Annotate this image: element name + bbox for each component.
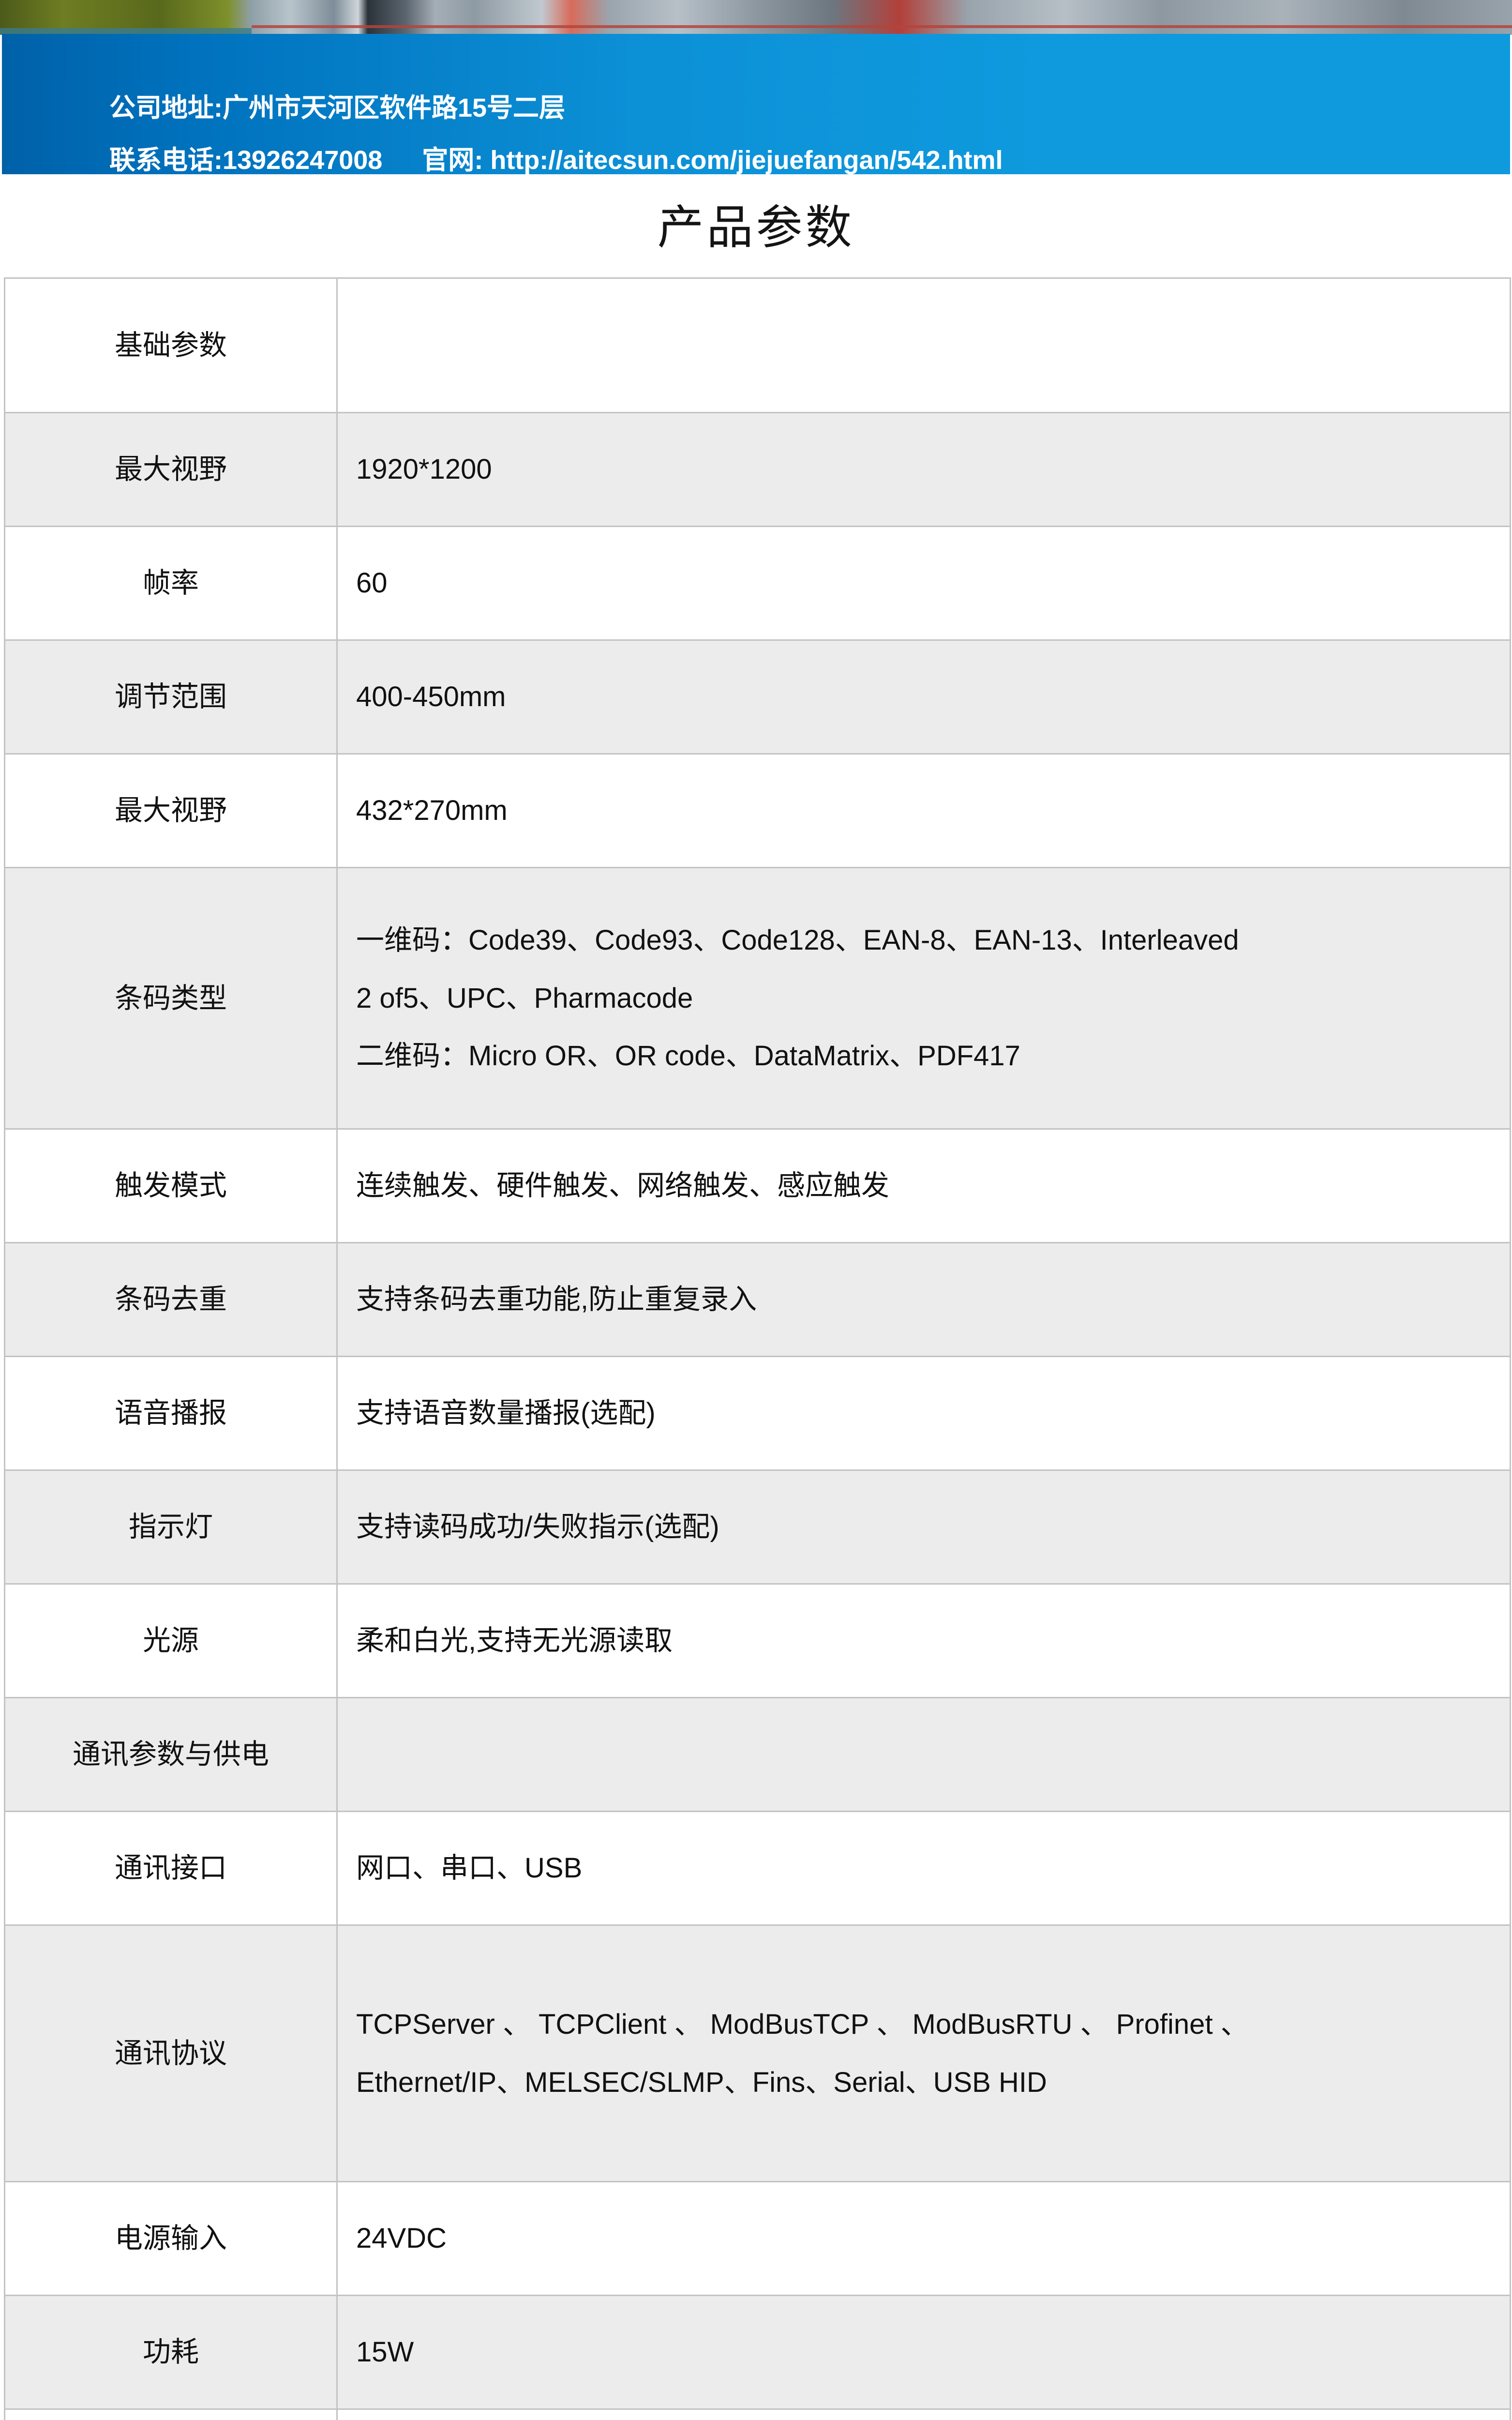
- official-site-link[interactable]: 官网: http://aitecsun.com/jiejuefangan/542…: [422, 146, 1003, 175]
- spec-label: 通讯协议: [4, 1924, 338, 2182]
- table-row: 调节范围 400-450mm: [4, 639, 1511, 755]
- spec-value: 24VDC: [336, 2181, 1511, 2296]
- banner-photo-strip: [0, 0, 1512, 35]
- spec-value: 432*270mm: [336, 753, 1511, 868]
- spec-value: 支持语音数量播报(选配): [336, 1356, 1511, 1471]
- spec-value: 连续触发、硬件触发、网络触发、感应触发: [336, 1128, 1511, 1243]
- spec-label: 电源输入: [4, 2181, 338, 2296]
- spec-label: 功耗: [4, 2295, 338, 2410]
- table-row: 指示灯 支持读码成功/失败指示(选配): [4, 1469, 1511, 1585]
- spec-value-line: 二维码：Micro OR、OR code、DataMatrix、PDF417: [356, 1040, 1020, 1072]
- spec-value: [336, 277, 1511, 413]
- table-row: 触发模式 连续触发、硬件触发、网络触发、感应触发: [4, 1128, 1511, 1243]
- table-row: 条码去重 支持条码去重功能,防止重复录入: [4, 1242, 1511, 1357]
- spec-value: 支持读码成功/失败指示(选配): [336, 1469, 1511, 1585]
- spec-label: 光源: [4, 1583, 338, 1698]
- contact-phone-and-site-line: 联系电话:13926247008 官网: http://aitecsun.com…: [109, 138, 1003, 177]
- spec-label: 通讯参数与供电: [4, 1697, 338, 1812]
- photo-rail-line: [252, 25, 1512, 28]
- spec-label: 通讯接口: [4, 1811, 338, 1926]
- spec-table-body: 基础参数 最大视野 1920*1200 帧率 60 调节范围 400-450mm…: [4, 277, 1511, 2420]
- spec-value-line: TCPServer 、 TCPClient 、 ModBusTCP 、 ModB…: [356, 2008, 1249, 2040]
- product-spec-table: 基础参数 最大视野 1920*1200 帧率 60 调节范围 400-450mm…: [4, 277, 1511, 2420]
- spec-label: 最大视野: [4, 412, 338, 527]
- table-row: 最大视野 1920*1200: [4, 412, 1511, 527]
- contact-banner: 公司地址:广州市天河区软件路15号二层 联系电话:13926247008 官网:…: [2, 34, 1510, 177]
- spec-label: 条码类型: [4, 867, 338, 1130]
- photo-grass-edge: [0, 28, 252, 35]
- spec-value-line: 一维码：Code39、Code93、Code128、EAN-8、EAN-13、I…: [356, 924, 1239, 956]
- spec-value: TCPServer 、 TCPClient 、 ModBusTCP 、 ModB…: [336, 1924, 1511, 2182]
- table-row: 功耗 15W: [4, 2295, 1511, 2410]
- spec-label: 触发模式: [4, 1128, 338, 1243]
- contact-phone: 联系电话:13926247008: [109, 146, 383, 175]
- spec-value: 60: [336, 526, 1511, 641]
- table-row: 光源 柔和白光,支持无光源读取: [4, 1583, 1511, 1698]
- company-address-line: 公司地址:广州市天河区软件路15号二层: [109, 93, 566, 122]
- table-row: 最大视野 432*270mm: [4, 753, 1511, 868]
- spec-value: 15W: [336, 2295, 1511, 2410]
- spec-value: 400-450mm: [336, 639, 1511, 755]
- spec-value: 一维码：Code39、Code93、Code128、EAN-8、EAN-13、I…: [336, 867, 1511, 1130]
- table-row: 基础参数: [4, 277, 1511, 413]
- table-row: 条码类型 一维码：Code39、Code93、Code128、EAN-8、EAN…: [4, 867, 1511, 1130]
- table-row: 帧率 60: [4, 526, 1511, 641]
- spec-label: 条码去重: [4, 1242, 338, 1357]
- spec-label: 基础参数: [4, 277, 338, 413]
- spec-value-line: Ethernet/IP、MELSEC/SLMP、Fins、Serial、USB …: [356, 2066, 1047, 2098]
- spec-label: 帧率: [4, 526, 338, 641]
- spec-value: 1920*1200: [336, 412, 1511, 527]
- table-row: 电源输入 24VDC: [4, 2181, 1511, 2296]
- spec-value-line: 2 of5、UPC、Pharmacode: [356, 982, 693, 1014]
- spec-label: 语音播报: [4, 1356, 338, 1471]
- table-row: 通讯协议 TCPServer 、 TCPClient 、 ModBusTCP 、…: [4, 1924, 1511, 2182]
- spec-value: 柔和白光,支持无光源读取: [336, 1583, 1511, 1698]
- table-row: 尺寸安装参数: [4, 2408, 1511, 2420]
- table-row: 语音播报 支持语音数量播报(选配): [4, 1356, 1511, 1471]
- spec-label: 调节范围: [4, 639, 338, 755]
- spec-value: [336, 2408, 1511, 2420]
- spec-label: 最大视野: [4, 753, 338, 868]
- table-row: 通讯接口 网口、串口、USB: [4, 1811, 1511, 1926]
- spec-label: 尺寸安装参数: [4, 2408, 338, 2420]
- spec-value: [336, 1697, 1511, 1812]
- table-row: 通讯参数与供电: [4, 1697, 1511, 1812]
- page-title: 产品参数: [657, 202, 855, 254]
- spec-label: 指示灯: [4, 1469, 338, 1585]
- spec-value: 支持条码去重功能,防止重复录入: [336, 1242, 1511, 1357]
- spec-value: 网口、串口、USB: [336, 1811, 1511, 1926]
